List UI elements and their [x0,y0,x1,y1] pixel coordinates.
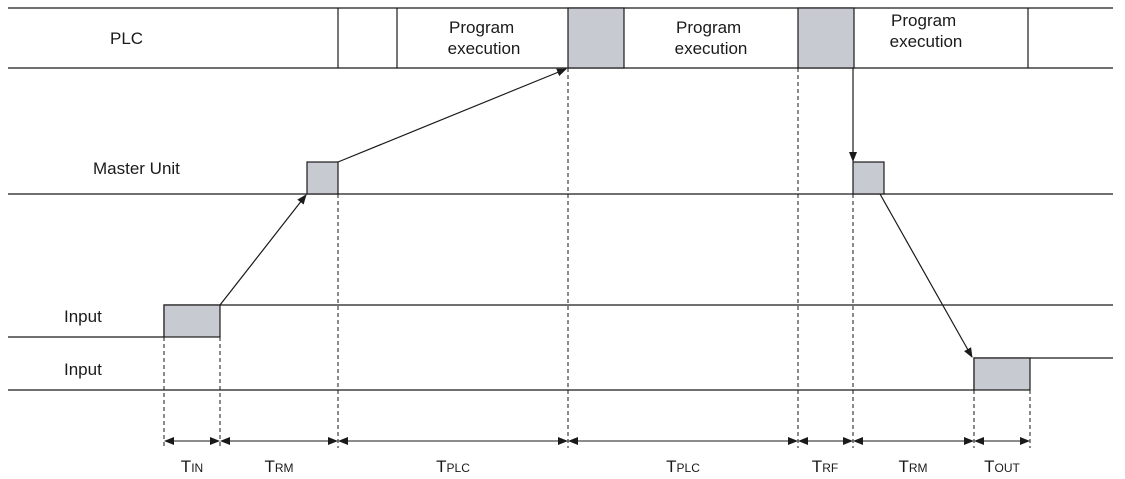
output-label: Input [64,360,102,379]
signal-arrows [219,68,973,358]
label-t-plc-1-sub: PLC [447,461,471,475]
plc-row: PLC Program execution Program execution … [8,7,1113,69]
label-t-rf-sub: RF [822,461,838,475]
label-t-plc-1: TPLC [436,457,470,476]
label-t-rf: TRF [812,457,838,476]
label-t-out: TOUT [984,457,1020,476]
label-t-out-sub: OUT [995,461,1021,475]
label-t-in: TIN [181,457,203,476]
output-block [973,357,1031,391]
label-t-plc-2-main: T [666,457,676,476]
program-execution-1-line1: Program [449,18,514,37]
master-unit-block-2 [852,161,885,195]
label-t-rf-main: T [812,457,822,476]
program-execution-3-line1: Program [891,11,956,30]
label-t-rm-1: TRM [264,457,293,476]
label-t-rm-2-sub: RM [909,461,928,475]
plc-io-block-2 [797,7,855,69]
label-t-in-sub: IN [191,461,203,475]
program-execution-3: Program execution [890,11,963,51]
output-row: Input [8,357,1113,391]
label-t-rm-1-main: T [264,457,274,476]
label-t-plc-1-main: T [436,457,446,476]
program-execution-3-line2: execution [890,32,963,51]
output-signal-line [8,357,1113,391]
label-t-in-main: T [181,457,191,476]
interval-labels: TIN TRM TPLC TPLC TRF TRM TOUT [181,457,1021,476]
label-t-plc-2-sub: PLC [677,461,701,475]
label-t-plc-2: TPLC [666,457,700,476]
program-execution-2-line1: Program [676,18,741,37]
label-t-rm-2-main: T [898,457,908,476]
program-execution-1: Program execution [448,18,521,58]
master-unit-label: Master Unit [93,159,180,178]
input-label: Input [64,307,102,326]
label-t-rm-1-sub: RM [275,461,294,475]
program-execution-2: Program execution [675,18,748,58]
plc-io-block-1 [567,7,625,69]
label-t-out-main: T [984,457,994,476]
input-row: Input [8,304,1113,338]
arrow-master-to-output [879,193,973,358]
plc-label: PLC [110,29,143,48]
dashed-guides [163,68,1031,448]
program-execution-2-line2: execution [675,39,748,58]
master-unit-block-1 [306,161,339,195]
label-t-rm-2: TRM [898,457,927,476]
master-unit-row: Master Unit [8,159,1113,195]
arrow-input-to-master [219,194,307,306]
input-block [163,304,221,338]
program-execution-1-line2: execution [448,39,521,58]
arrow-master-to-plc [337,68,567,163]
